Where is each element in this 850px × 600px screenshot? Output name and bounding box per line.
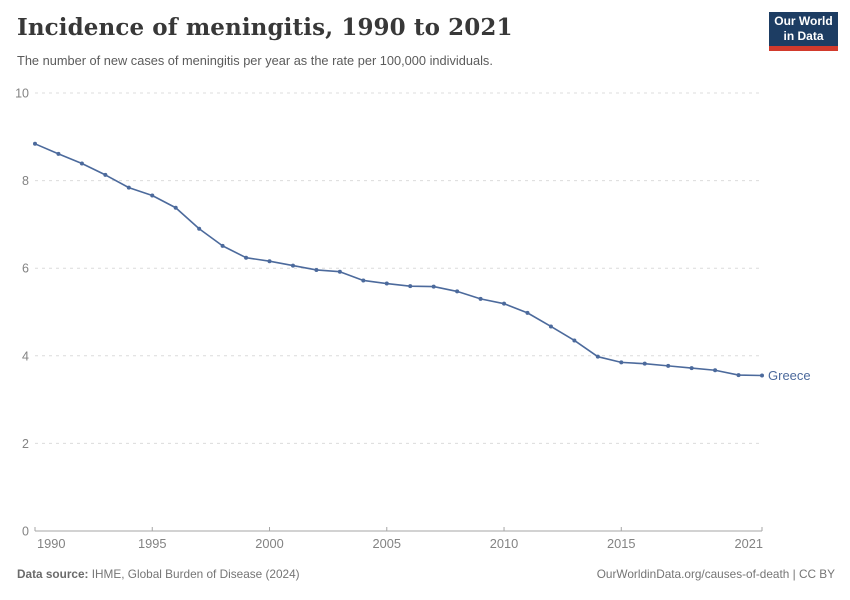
y-tick-label: 8 <box>22 174 29 188</box>
data-point-marker[interactable] <box>290 263 295 268</box>
data-point-marker[interactable] <box>642 361 647 366</box>
y-tick-label: 0 <box>22 525 29 539</box>
owid-url-link[interactable]: OurWorldinData.org/causes-of-death <box>596 567 790 581</box>
entity-label[interactable]: Greece <box>768 368 811 383</box>
data-point-marker[interactable] <box>361 278 366 283</box>
footer-separator: | <box>789 567 799 581</box>
data-point-marker[interactable] <box>760 373 764 378</box>
y-tick-label: 10 <box>15 87 29 101</box>
data-point-marker[interactable] <box>79 161 84 166</box>
data-point-marker[interactable] <box>337 269 342 274</box>
data-point-marker[interactable] <box>713 368 718 373</box>
data-source-note: Data source: IHME, Global Burden of Dise… <box>17 567 300 581</box>
data-point-marker[interactable] <box>103 172 108 177</box>
trend-line[interactable] <box>34 143 763 377</box>
y-tick-label: 6 <box>22 262 29 276</box>
data-point-marker[interactable] <box>548 324 553 329</box>
x-tick-label: 2021 <box>735 536 763 551</box>
data-point-marker[interactable] <box>126 185 131 190</box>
data-source-value: IHME, Global Burden of Disease (2024) <box>91 567 300 581</box>
chart-title: Incidence of meningitis, 1990 to 2021 <box>17 14 513 41</box>
data-point-marker[interactable] <box>150 193 155 198</box>
data-point-marker[interactable] <box>431 284 436 289</box>
x-tick-label: 2010 <box>490 536 518 551</box>
license-note: OurWorldinData.org/causes-of-death | CC … <box>597 567 835 581</box>
data-point-marker[interactable] <box>56 151 61 156</box>
owid-logo[interactable]: Our World in Data <box>769 12 838 51</box>
data-point-marker[interactable] <box>33 141 37 146</box>
y-tick-label: 4 <box>22 349 29 363</box>
data-point-marker[interactable] <box>502 301 507 306</box>
x-tick-label: 2000 <box>255 536 283 551</box>
data-source-label: Data source: <box>17 567 89 581</box>
data-point-marker[interactable] <box>736 373 741 378</box>
chart-footer: Data source: IHME, Global Burden of Dise… <box>17 567 835 581</box>
x-tick-label: 1995 <box>138 536 166 551</box>
data-point-marker[interactable] <box>689 366 694 371</box>
data-point-marker[interactable] <box>666 363 671 368</box>
data-point-marker[interactable] <box>220 243 225 248</box>
data-point-marker[interactable] <box>384 281 389 286</box>
data-point-marker[interactable] <box>455 289 460 294</box>
data-point-marker[interactable] <box>478 296 483 301</box>
data-point-marker[interactable] <box>197 226 202 231</box>
data-point-marker[interactable] <box>408 284 413 289</box>
x-tick-label: 1990 <box>37 536 65 551</box>
y-tick-label: 2 <box>22 437 29 451</box>
data-point-marker[interactable] <box>525 310 530 315</box>
x-tick-label: 2015 <box>607 536 635 551</box>
data-point-marker[interactable] <box>244 255 249 260</box>
data-point-marker[interactable] <box>267 259 272 264</box>
data-point-marker[interactable] <box>595 354 600 359</box>
owid-logo-line1: Our World <box>774 14 833 29</box>
license-link[interactable]: CC BY <box>798 567 835 581</box>
x-tick-label: 2005 <box>373 536 401 551</box>
data-point-marker[interactable] <box>314 267 319 272</box>
owid-logo-line2: in Data <box>783 29 824 43</box>
data-point-marker[interactable] <box>173 205 178 210</box>
data-point-marker[interactable] <box>619 360 624 365</box>
data-point-marker[interactable] <box>572 338 577 343</box>
chart-subtitle: The number of new cases of meningitis pe… <box>17 53 493 68</box>
